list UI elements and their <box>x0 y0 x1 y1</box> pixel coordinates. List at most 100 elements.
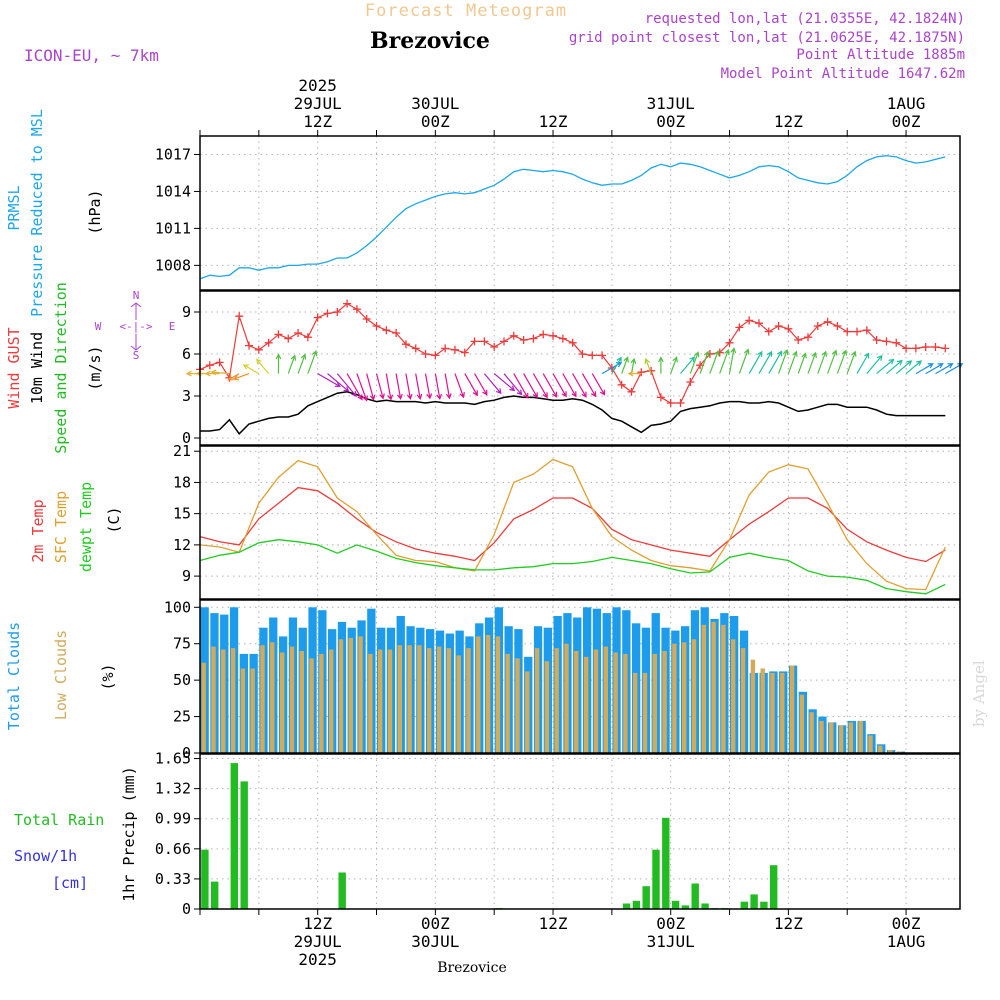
gust-marker <box>617 380 626 389</box>
wind-arrow <box>644 357 652 374</box>
low-cloud-bar <box>211 646 216 753</box>
wind-arrow <box>856 352 870 374</box>
ytick-label: 1011 <box>155 219 191 237</box>
gust-marker <box>274 330 283 339</box>
wind-arrow <box>621 356 629 374</box>
precip-bar <box>230 763 238 909</box>
gust-marker <box>245 341 254 350</box>
low-cloud-bar <box>397 645 402 753</box>
wind-arrow <box>581 373 597 398</box>
low-cloud-bar <box>240 668 246 753</box>
low-cloud-bar <box>319 653 324 753</box>
model-name: ICON-EU, ~ 7km <box>24 46 159 65</box>
gust-marker <box>441 344 450 353</box>
precip-bar <box>211 881 219 909</box>
model-altitude: Model Point Altitude 1647.62m <box>721 66 965 82</box>
low-cloud-bar <box>495 636 501 753</box>
gust-marker <box>686 378 695 386</box>
precip-bar <box>652 849 660 909</box>
wind-arrow <box>627 370 642 377</box>
pressure-label: PRMSL <box>5 185 23 230</box>
time-label-bottom: 1AUG <box>887 932 926 951</box>
gust-marker <box>882 337 891 346</box>
gust-marker <box>784 324 793 333</box>
wind-arrow <box>232 373 250 381</box>
gust-marker <box>411 344 420 353</box>
ytick-label: 0 <box>182 900 191 918</box>
low-cloud-bar <box>858 720 863 753</box>
low-cloud-bar <box>348 637 353 753</box>
wind-arrow <box>375 373 385 400</box>
low-cloud-bar <box>809 712 814 753</box>
low-clouds-label: Low Clouds <box>52 630 70 720</box>
low-cloud-bar <box>838 725 844 753</box>
time-label-bottom: 12Z <box>303 914 332 933</box>
gridpoint-location: grid point closest lon,lat (21.0625E, 42… <box>569 30 965 46</box>
low-cloud-bar <box>368 653 373 753</box>
wind-arrow <box>513 373 529 399</box>
wind-unit: (m/s) <box>86 345 104 390</box>
wind-arrow <box>210 369 230 376</box>
low-cloud-bar <box>564 643 569 753</box>
wind-arrow <box>424 373 433 400</box>
gust-marker <box>539 330 548 339</box>
panel-frame-wind <box>199 290 961 446</box>
low-cloud-bar <box>299 651 304 753</box>
gust-marker <box>774 322 783 330</box>
time-label-top: 2025 <box>298 76 337 95</box>
gust-marker <box>382 326 391 335</box>
precip-bar <box>642 886 650 909</box>
gust-marker <box>666 399 675 407</box>
wind-arrow <box>709 350 720 374</box>
precip-bar <box>622 903 631 909</box>
gust-marker <box>254 345 263 354</box>
low-cloud-bar <box>799 694 805 753</box>
panel-frame-clouds <box>199 599 961 754</box>
wind-arrow <box>227 373 240 381</box>
wind-arrow <box>807 351 817 374</box>
gust-marker <box>676 399 685 407</box>
low-cloud-bar <box>731 639 736 753</box>
wind-arrow <box>415 373 423 401</box>
temp-2m-label: 2m Temp <box>29 499 47 562</box>
wind-arrow <box>562 373 577 398</box>
low-cloud-bar <box>584 656 589 753</box>
sfc-temp-line <box>199 458 946 591</box>
wind-arrow <box>464 373 478 397</box>
wind-arrow <box>611 356 622 374</box>
gust-marker <box>725 338 734 347</box>
temp-sfc-label: SFC Temp <box>52 491 70 563</box>
low-cloud-bar <box>593 649 599 753</box>
gust-marker <box>323 309 332 318</box>
wind-arrow <box>532 373 548 399</box>
time-label-top: 31JUL <box>647 94 695 113</box>
wind-arrow <box>925 363 944 375</box>
gust-marker <box>372 322 381 330</box>
low-cloud-bar <box>289 646 295 753</box>
ytick-label: 15 <box>173 505 191 523</box>
ytick-label: 21 <box>173 442 191 460</box>
wind-arrow <box>748 350 763 374</box>
low-cloud-bar <box>623 653 628 753</box>
precip-bar <box>671 900 680 909</box>
gust-marker <box>853 327 862 336</box>
gust-marker <box>921 343 930 351</box>
precip-bar <box>240 781 248 909</box>
clouds-unit: (%) <box>99 663 117 690</box>
wind-arrow <box>846 350 857 374</box>
wind-speed-line <box>200 391 946 435</box>
wind-arrow <box>817 350 828 374</box>
ytick-label: 75 <box>173 635 191 653</box>
low-cloud-bar <box>466 648 471 753</box>
low-cloud-bar <box>201 662 206 753</box>
low-cloud-bar <box>221 649 226 753</box>
low-cloud-bar <box>270 642 275 753</box>
gust-marker <box>421 350 430 358</box>
low-cloud-bar <box>250 668 255 753</box>
time-label-bottom: 00Z <box>421 914 450 933</box>
wind-arrow <box>307 350 318 374</box>
wind-arrow <box>915 363 934 375</box>
gust-marker <box>656 393 665 402</box>
gust-marker <box>794 336 803 344</box>
